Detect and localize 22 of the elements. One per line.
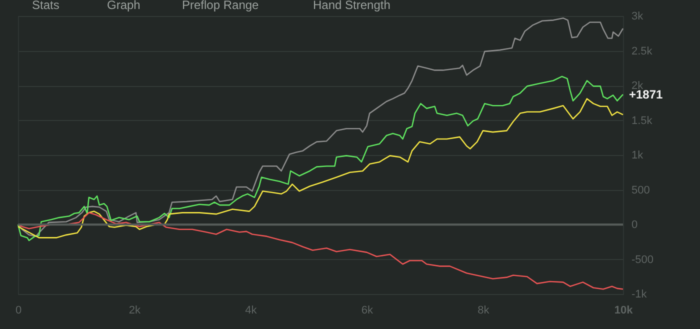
x-tick-label: 2k <box>128 304 142 316</box>
y-tick-label: 2.5k <box>632 45 653 58</box>
y-tick-label: -500 <box>632 254 654 266</box>
text: Preflop Range <box>182 0 260 12</box>
y-tick-label: 1.5k <box>632 114 653 127</box>
text: Stats <box>32 0 60 12</box>
line-series <box>17 17 624 237</box>
y-tick-label: 0 <box>632 219 638 231</box>
text: Hand Strength <box>313 0 390 12</box>
x-tick-label: 4k <box>245 304 258 316</box>
y-tick-label: 500 <box>632 184 650 196</box>
line-series <box>17 76 624 242</box>
line-series <box>17 212 624 290</box>
y-tick-label: -1k <box>632 288 648 300</box>
text: Graph <box>107 0 140 12</box>
x-tick-label: 6k <box>361 304 374 316</box>
x-tick-label: 0 <box>15 304 22 316</box>
x-tick-label: 10k <box>614 304 634 316</box>
line-series <box>17 98 624 238</box>
x-tick-label: 8k <box>478 304 490 316</box>
y-tick-label: 3k <box>632 10 644 22</box>
y-tick-label: 1k <box>632 150 644 162</box>
